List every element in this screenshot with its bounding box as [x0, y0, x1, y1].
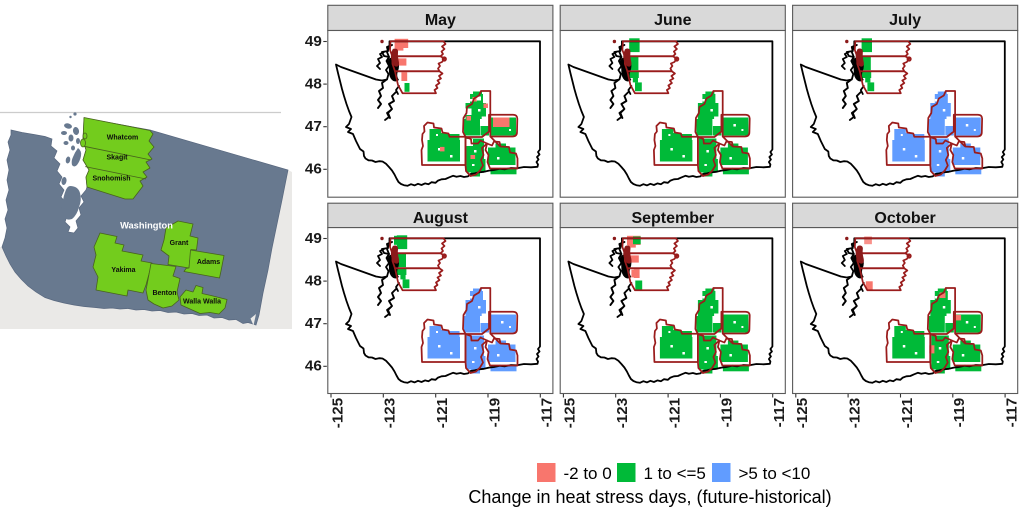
svg-text:May: May	[425, 12, 456, 29]
svg-text:Snohomish: Snohomish	[92, 176, 130, 183]
svg-text:Grant: Grant	[170, 240, 189, 247]
svg-text:October: October	[874, 210, 935, 227]
svg-text:Benton: Benton	[152, 290, 176, 297]
svg-text:-125: -125	[794, 397, 811, 428]
svg-text:Whatcom: Whatcom	[107, 135, 139, 142]
svg-text:June: June	[654, 12, 691, 29]
svg-text:-125: -125	[562, 397, 579, 428]
svg-text:-125: -125	[329, 397, 346, 428]
svg-text:48: 48	[305, 273, 322, 290]
svg-text:-121: -121	[434, 397, 451, 428]
svg-text:-123: -123	[614, 398, 631, 428]
svg-text:Washington: Washington	[120, 220, 173, 230]
svg-text:-121: -121	[666, 397, 683, 428]
svg-text:49: 49	[305, 230, 322, 247]
svg-text:-117: -117	[1003, 398, 1020, 428]
svg-text:1 to <=5: 1 to <=5	[644, 464, 706, 483]
svg-text:Walla Walla: Walla Walla	[183, 299, 221, 306]
svg-text:-121: -121	[899, 397, 916, 428]
svg-text:-123: -123	[382, 398, 399, 428]
svg-text:Yakima: Yakima	[111, 267, 135, 274]
svg-text:September: September	[631, 210, 714, 227]
svg-text:August: August	[413, 210, 469, 227]
svg-text:Adams: Adams	[197, 259, 220, 266]
svg-text:46: 46	[305, 161, 322, 178]
svg-text:-117: -117	[539, 398, 556, 428]
svg-text:49: 49	[305, 33, 322, 50]
svg-text:-119: -119	[486, 398, 503, 428]
svg-text:-123: -123	[846, 398, 863, 428]
svg-text:July: July	[889, 12, 921, 29]
svg-text:Skagit: Skagit	[106, 155, 128, 162]
svg-text:>5 to <10: >5 to <10	[739, 464, 811, 483]
svg-text:47: 47	[305, 118, 322, 135]
svg-text:-119: -119	[719, 398, 736, 428]
svg-text:-2 to 0: -2 to 0	[564, 464, 612, 483]
svg-text:46: 46	[305, 358, 322, 375]
svg-text:47: 47	[305, 315, 322, 332]
svg-text:Change in heat stress days, (f: Change in heat stress days, (future-hist…	[468, 487, 831, 507]
svg-text:48: 48	[305, 76, 322, 93]
svg-text:-119: -119	[951, 398, 968, 428]
svg-text:-117: -117	[771, 398, 788, 428]
